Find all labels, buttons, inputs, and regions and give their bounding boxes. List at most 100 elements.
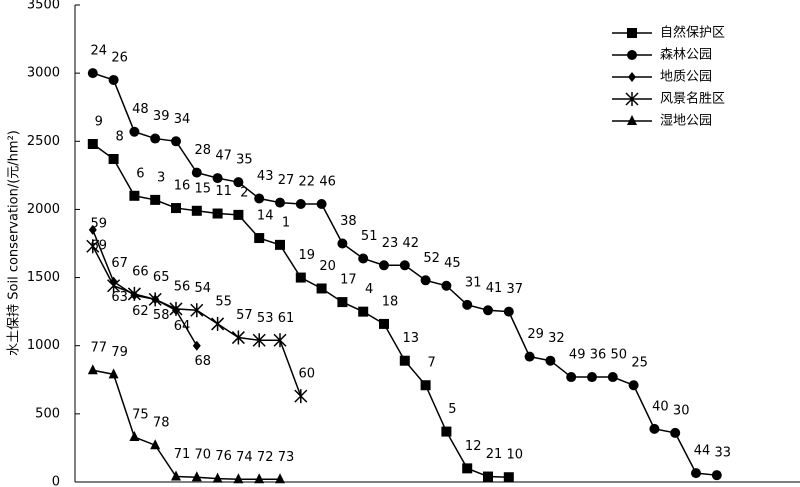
data-point [254,473,265,484]
point-label: 67 [111,256,128,271]
point-label: 5 [448,402,456,417]
y-tick-label: 3500 [27,0,60,13]
data-point [503,306,514,317]
data-point [545,355,556,366]
point-label: 10 [507,448,524,463]
point-label: 59 [91,217,108,232]
point-label: 33 [715,446,732,461]
point-label: 41 [486,281,503,296]
legend-marker [627,28,637,38]
data-point [212,173,223,184]
data-point [420,275,431,286]
data-point [107,278,121,293]
data-point [462,463,473,474]
data-point [607,372,618,383]
data-point [420,380,431,391]
point-label: 9 [95,115,103,130]
data-point [233,473,244,484]
point-label: 4 [365,282,373,297]
point-label: 2 [240,185,248,200]
y-tick-label: 1000 [27,338,60,353]
point-label: 74 [236,450,253,465]
data-point [649,423,660,434]
point-label: 62 [132,304,149,319]
point-label: 60 [299,367,316,382]
point-label: 76 [215,449,232,464]
data-point [379,318,389,329]
point-label: 17 [340,273,357,288]
data-point [129,190,140,201]
data-point [337,238,348,249]
point-label: 46 [319,174,336,189]
point-label: 26 [111,50,128,65]
data-point [171,470,181,481]
point-label: 71 [174,447,191,462]
point-label: 21 [486,447,503,462]
legend-label: 自然保护区 [660,25,725,41]
data-point [441,426,452,437]
point-label: 50 [611,348,628,363]
data-point [252,333,266,348]
point-label: 73 [278,450,295,465]
data-point [273,333,287,348]
point-label: 75 [132,408,149,423]
point-label: 47 [215,149,232,164]
data-point [358,253,369,264]
point-label: 3 [157,170,165,185]
y-tick-label: 2000 [27,202,60,217]
data-point [88,224,97,235]
point-label: 39 [153,109,170,124]
point-label: 12 [465,439,482,454]
point-label: 31 [465,275,482,290]
point-label: 58 [153,308,170,323]
point-label: 43 [257,169,274,184]
point-label: 35 [236,153,253,168]
point-label: 19 [299,248,316,263]
point-label: 56 [174,279,191,294]
data-point [192,340,201,351]
y-tick-label: 2500 [27,134,60,149]
point-label: 45 [444,256,461,271]
point-label: 37 [507,282,524,297]
data-point [587,372,597,383]
data-point [275,239,285,250]
data-point [191,471,202,482]
point-label: 65 [153,270,170,285]
data-point [171,203,181,214]
data-point [628,380,639,391]
point-label: 11 [215,184,232,199]
data-point [150,439,161,450]
data-point [191,205,202,216]
point-label: 66 [132,264,149,279]
point-label: 16 [174,179,191,194]
data-point [212,472,223,483]
series-line [92,72,717,476]
point-label: 15 [195,181,212,196]
data-point [108,74,119,85]
data-point [108,154,119,165]
point-label: 55 [215,294,232,309]
point-label: 32 [548,331,565,346]
point-label: 70 [195,448,212,463]
point-label: 64 [174,319,191,334]
point-label: 36 [590,348,607,363]
data-point [358,306,369,317]
legend-marker [625,92,639,106]
data-point [337,297,348,308]
point-label: 14 [257,209,274,224]
data-point [316,283,327,294]
point-label: 77 [91,341,108,356]
data-point [711,470,722,481]
point-label: 8 [115,130,123,145]
data-point [566,372,577,383]
point-label: 1 [282,215,290,230]
data-point [691,468,701,479]
point-label: 42 [403,236,420,251]
point-label: 18 [382,294,399,309]
legend-label: 湿地公园 [660,114,712,129]
data-point [87,139,98,150]
data-point [148,292,162,307]
data-point [86,239,100,254]
data-point [462,299,473,310]
data-point [379,260,389,271]
